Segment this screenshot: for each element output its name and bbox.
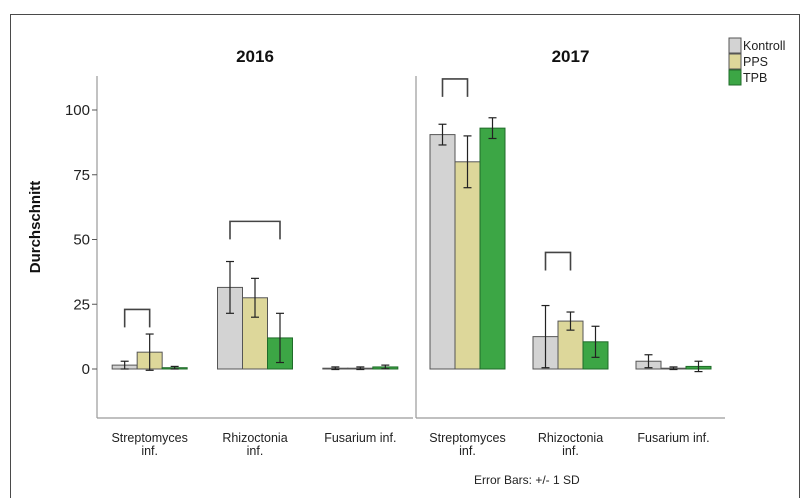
legend-label-PPS: PPS	[743, 55, 768, 69]
bar-2017-Kontroll	[429, 134, 456, 370]
category-label: inf.	[459, 444, 476, 458]
category-label: inf.	[562, 444, 579, 458]
y-tick-label: 50	[73, 232, 90, 249]
legend-swatch-PPS	[728, 53, 742, 70]
category-label: Rhizoctonia	[538, 431, 603, 445]
panel-title-2017: 2017	[552, 47, 590, 66]
bar-2017-TPB	[479, 127, 506, 370]
significance-bracket	[441, 78, 469, 97]
error-bar-note: Error Bars: +/- 1 SD	[474, 473, 580, 487]
legend: Kontroll PPS TPB	[728, 37, 785, 86]
bar-2017-PPS	[454, 161, 481, 370]
figure-frame	[10, 14, 800, 498]
legend-swatch-Kontroll	[728, 37, 742, 54]
error-bars	[120, 117, 703, 373]
y-tick-label: 0	[82, 361, 90, 378]
y-tick-label: 75	[73, 167, 90, 184]
significance-bracket	[544, 251, 572, 271]
y-tick-label: 25	[73, 296, 90, 313]
category-label: Fusarium inf.	[637, 431, 709, 445]
category-label: Streptomyces	[111, 431, 187, 445]
axes	[92, 76, 725, 419]
category-label: inf.	[247, 444, 264, 458]
bars	[111, 127, 712, 370]
legend-swatch-TPB	[728, 69, 742, 86]
category-label: Fusarium inf.	[324, 431, 396, 445]
y-tick-label: 100	[65, 102, 90, 119]
category-label: Rhizoctonia	[222, 431, 287, 445]
chart-texts: 0255075100Durchschnitt2016Streptomycesin…	[27, 47, 710, 487]
legend-label-TPB: TPB	[743, 71, 767, 85]
legend-label-Kontroll: Kontroll	[743, 39, 785, 53]
y-axis-label: Durchschnitt	[27, 181, 44, 274]
category-label: inf.	[141, 444, 158, 458]
significance-bracket	[229, 220, 281, 240]
significance-bracket	[123, 308, 151, 328]
panel-title-2016: 2016	[236, 47, 274, 66]
category-label: Streptomyces	[429, 431, 505, 445]
significance-brackets	[123, 78, 572, 328]
